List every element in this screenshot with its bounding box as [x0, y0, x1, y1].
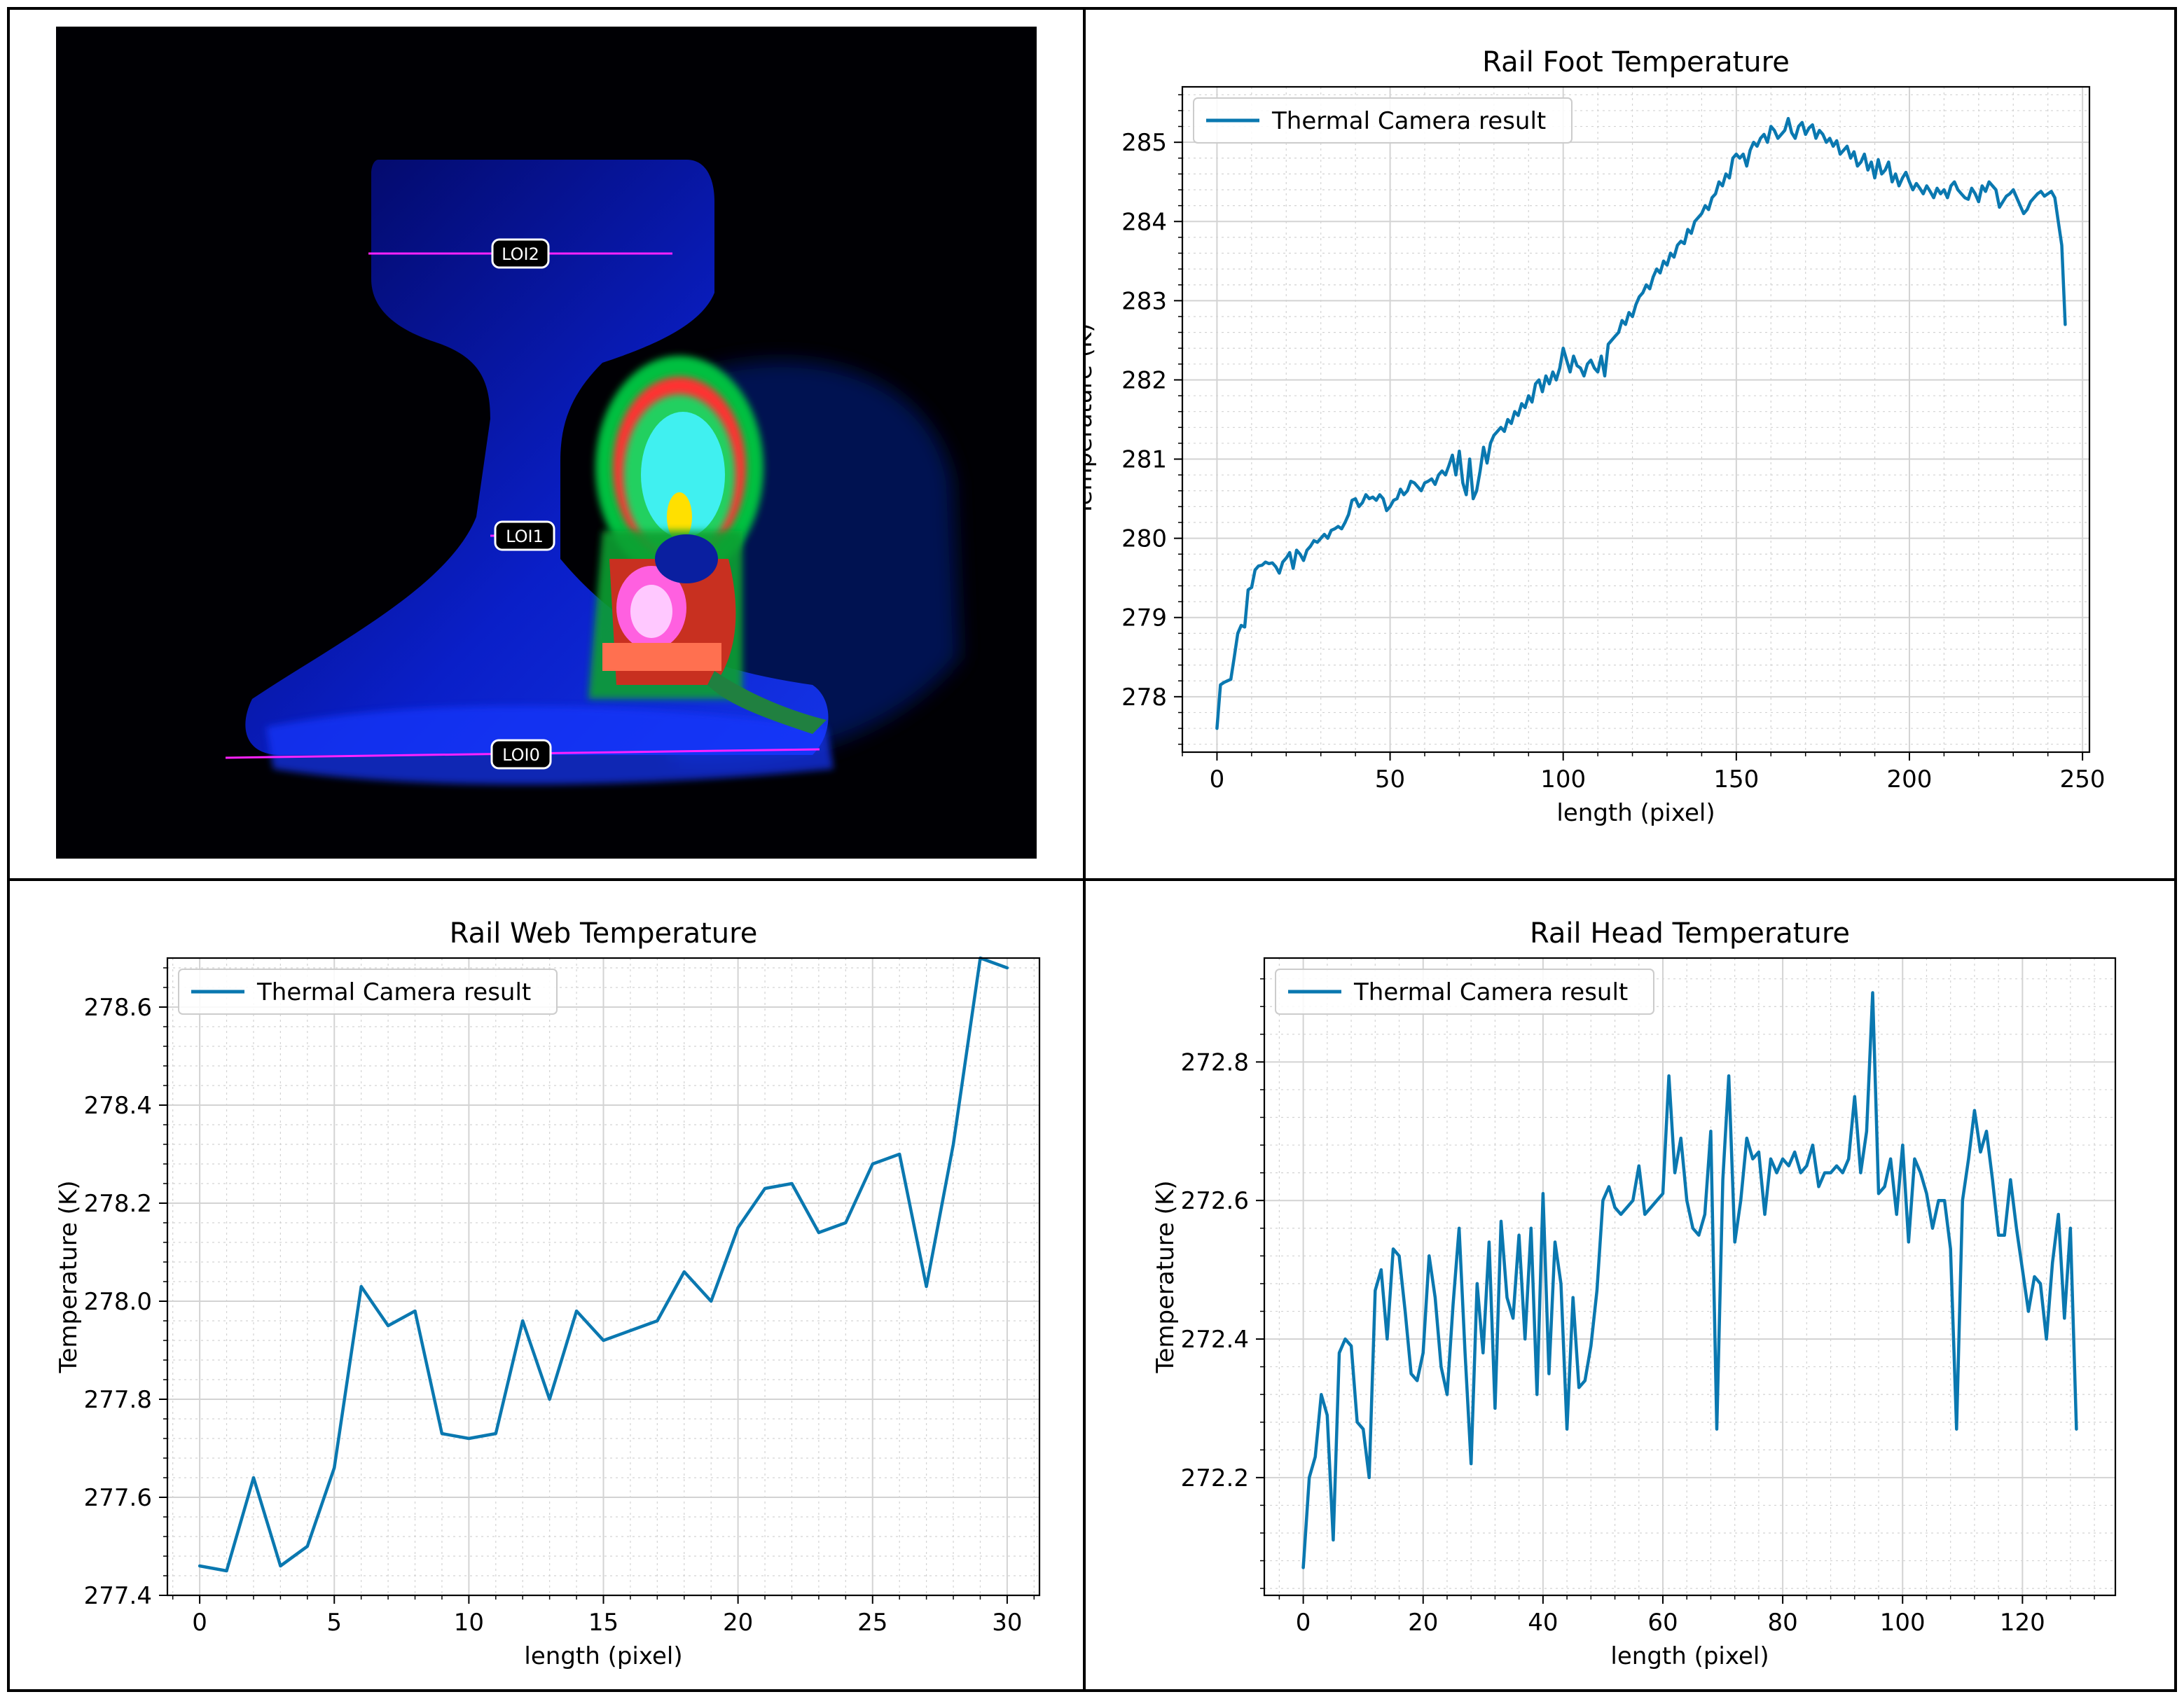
loi0-label: LOI0 [490, 739, 552, 770]
x-tick-label: 150 [1713, 765, 1759, 793]
x-tick-label: 100 [1540, 765, 1586, 793]
y-ticks: 278 279 280 281 282 283 284 285 [1121, 129, 1182, 712]
legend-box [178, 969, 558, 1015]
svg-text:LOI1: LOI1 [506, 527, 544, 546]
y-tick-label: 278.4 [84, 1092, 152, 1120]
rail-web-chart-panel: 0 5 10 15 20 25 30 277.4 277.6 277.8 278.0 278.2 278… [10, 881, 1083, 1689]
y-ticks: 272.2 272.4 272.6 272.8 [1181, 1048, 1264, 1492]
legend: Thermal Camera result [1193, 97, 1573, 144]
y-tick-label: 283 [1121, 287, 1167, 315]
legend-label: Thermal Camera result [1353, 978, 1628, 1006]
y-tick-label: 284 [1121, 208, 1167, 236]
x-tick-label: 0 [192, 1609, 207, 1637]
x-axis-label: length (pixel) [1556, 799, 1715, 827]
series-line-thermal-camera-result [1215, 116, 2067, 730]
y-tick-label: 279 [1121, 604, 1167, 632]
legend-label: Thermal Camera result [1271, 107, 1546, 135]
x-tick-label: 15 [588, 1609, 618, 1637]
legend: Thermal Camera result [178, 969, 558, 1015]
major-grid [1182, 87, 2089, 752]
y-tick-label: 278.2 [84, 1190, 152, 1218]
rail-foot-chart-panel: 0 50 100 150 200 250 278 279 280 281 282 283 284 285 R… [1086, 10, 2174, 878]
x-ticks: 0 20 40 60 80 100 120 [1296, 1595, 2045, 1637]
y-axis-label: Temperature (K) [1086, 323, 1098, 516]
minor-ticks [163, 967, 1035, 1600]
y-tick-label: 280 [1121, 525, 1167, 553]
x-tick-label: 30 [992, 1609, 1022, 1637]
rail-head-chart: 0 20 40 60 80 100 120 272.2 272.4 272.6 272.8 Rail … [1152, 917, 2117, 1670]
y-tick-label: 272.2 [1181, 1464, 1249, 1492]
y-tick-label: 278.0 [84, 1288, 152, 1316]
x-tick-label: 0 [1296, 1609, 1311, 1637]
y-tick-label: 285 [1121, 129, 1167, 157]
rail-foot-chart: 0 50 100 150 200 250 278 279 280 281 282 283 284 285 R… [1086, 46, 2106, 827]
vertical-divider [1083, 7, 1086, 1692]
y-tick-label: 272.4 [1181, 1326, 1249, 1354]
svg-text:LOI2: LOI2 [502, 244, 539, 264]
y-tick-label: 277.6 [84, 1484, 152, 1512]
x-tick-label: 80 [1767, 1609, 1797, 1637]
y-tick-label: 278.6 [84, 994, 152, 1022]
legend-box [1193, 97, 1573, 144]
y-tick-label: 278 [1121, 684, 1167, 712]
x-ticks: 0 5 10 15 20 25 30 [192, 1595, 1023, 1637]
y-tick-label: 282 [1121, 366, 1167, 394]
y-tick-label: 277.8 [84, 1386, 152, 1414]
svg-text:LOI0: LOI0 [502, 745, 540, 765]
thermal-hotspot [588, 356, 827, 734]
rail-head-chart-panel: 0 20 40 60 80 100 120 272.2 272.4 272.6 272.8 Rail … [1086, 881, 2174, 1689]
x-tick-label: 10 [454, 1609, 484, 1637]
x-tick-label: 5 [326, 1609, 342, 1637]
x-tick-label: 250 [2060, 765, 2106, 793]
data-points [1217, 118, 2066, 729]
series-line-thermal-camera-result [1301, 991, 2078, 1569]
rail-web-chart: 0 5 10 15 20 25 30 277.4 277.6 277.8 278.0 278.2 278… [55, 917, 1041, 1670]
x-tick-label: 100 [1880, 1609, 1926, 1637]
data-points [200, 957, 1007, 1572]
x-ticks: 0 50 100 150 200 250 [1210, 752, 2106, 793]
y-axis-label: Temperature (K) [1152, 1180, 1180, 1373]
x-tick-label: 200 [1887, 765, 1933, 793]
horizontal-divider [7, 878, 2177, 881]
legend-label: Thermal Camera result [256, 978, 531, 1006]
chart-title: Rail Head Temperature [1530, 917, 1850, 950]
loi2-label: LOI2 [491, 238, 550, 269]
x-tick-label: 60 [1647, 1609, 1678, 1637]
y-axis-label: Temperature (K) [55, 1180, 83, 1373]
x-tick-label: 20 [1408, 1609, 1438, 1637]
x-tick-label: 120 [2000, 1609, 2045, 1637]
y-tick-label: 277.4 [84, 1582, 152, 1610]
chart-title: Rail Foot Temperature [1482, 46, 1790, 78]
major-grid [167, 958, 1039, 1596]
y-tick-label: 281 [1121, 446, 1167, 474]
figure-frame [7, 7, 2177, 1692]
y-tick-label: 272.6 [1181, 1187, 1249, 1215]
x-tick-label: 0 [1210, 765, 1225, 793]
thermal-image: LOI2 LOI1 LOI0 [56, 27, 1037, 859]
x-axis-label: length (pixel) [524, 1642, 682, 1670]
x-tick-label: 50 [1375, 765, 1405, 793]
x-tick-label: 20 [723, 1609, 753, 1637]
x-tick-label: 25 [857, 1609, 887, 1637]
minor-grid [1182, 87, 2089, 752]
y-tick-label: 272.8 [1181, 1048, 1249, 1076]
plot-frame [1181, 85, 2091, 754]
data-points [1303, 992, 2077, 1568]
x-axis-label: length (pixel) [1610, 1642, 1769, 1670]
legend: Thermal Camera result [1275, 969, 1654, 1015]
loi1-label: LOI1 [494, 520, 555, 551]
thermal-image-panel: LOI2 LOI1 LOI0 [56, 27, 1037, 859]
minor-ticks [1260, 978, 2095, 1600]
y-ticks: 277.4 277.6 277.8 278.0 278.2 278.4 278.6 [84, 994, 167, 1610]
legend-box [1275, 969, 1654, 1015]
plot-frame [1263, 957, 2117, 1597]
thermal-rail-body [245, 160, 829, 755]
x-tick-label: 40 [1528, 1609, 1558, 1637]
chart-title: Rail Web Temperature [450, 917, 758, 950]
